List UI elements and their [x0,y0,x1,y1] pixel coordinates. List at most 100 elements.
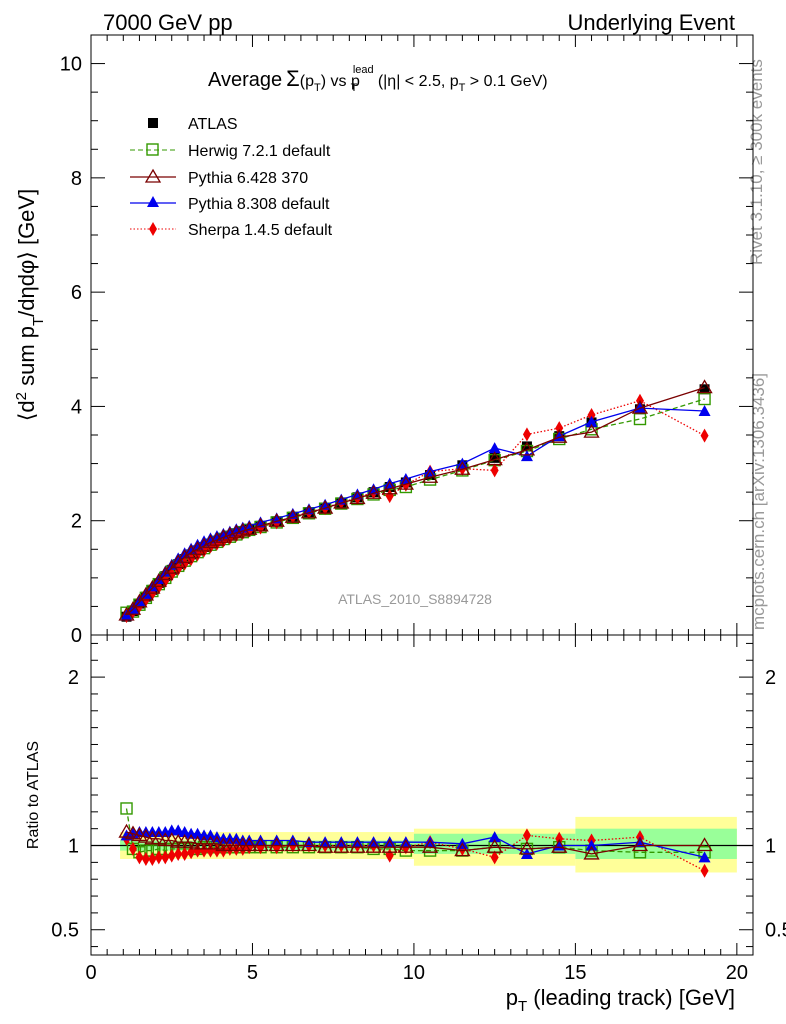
main-point-pythia6 [144,579,161,594]
legend-marker-herwig [146,143,159,156]
main-point-pythia6 [124,600,142,615]
ratio-point-pythia6 [551,838,568,853]
main-point-pythia6 [215,528,232,543]
main-y-tick-label: 6 [71,282,82,304]
main-point-herwig [633,412,647,426]
ratio-point-pythia6 [631,837,649,852]
main-y-tick-label: 2 [71,511,82,533]
legend-marker-pythia8 [147,196,159,207]
ratio-band-inner [575,828,737,859]
main-point-sherpa [700,428,709,443]
main-y-axis-label: ⟨d2 sum pT/dηdφ⟩ [GeV] [13,189,47,421]
main-point-pythia6 [421,468,439,483]
main-point-pythia8 [133,595,146,607]
main-point-sherpa [555,421,564,436]
ratio-series-pythia6 [118,823,713,860]
main-point-pythia6 [631,399,649,414]
main-point-pythia6 [189,540,206,555]
main-point-pythia6 [300,504,318,519]
ratio-y-tick-label-left: 1 [68,836,79,858]
main-series-sherpa [122,393,709,624]
header-energy-label: 7000 GeV pp [103,10,233,35]
plot-title: Average Σ(pT) vs plead T (|η| < 2.5, pT > … [208,64,548,94]
main-point-pythia6 [182,544,200,559]
ratio-point-pythia6 [421,838,439,853]
main-y-tick-label: 10 [60,54,82,76]
main-line-herwig [126,398,705,614]
main-y-tick-label: 4 [71,396,82,418]
analysis-id-label: ATLAS_2010_S8894728 [338,591,492,607]
legend-label-atlas: ATLAS [188,116,238,133]
main-point-pythia6 [176,548,193,563]
main-series-atlas [121,384,710,622]
main-point-pythia6 [195,537,213,552]
legend-marker-atlas [148,118,158,128]
ratio-point-pythia6 [252,837,269,852]
ratio-point-pythia6 [486,838,503,853]
main-point-sherpa [522,427,531,442]
main-point-pythia6 [137,586,155,601]
x-axis-label: pT (leading track) [GeV] [506,985,735,1015]
mcplots-label: mcplots.cern.ch [arXiv:1306.3436] [749,373,768,630]
legend-label-sherpa: Sherpa 1.4.5 default [188,222,333,239]
ratio-point-pythia6 [300,837,318,852]
ratio-point-sherpa [700,863,709,878]
main-series-group [118,379,713,624]
ratio-point-sherpa [200,843,209,858]
x-tick-label: 15 [564,962,586,984]
legend-entry-pythia8: Pythia 8.308 default [130,196,330,213]
main-point-pythia8 [520,450,533,462]
main-point-pythia6 [696,379,713,394]
legend-label-pythia8: Pythia 8.308 default [188,196,330,213]
ratio-panel-frame [90,634,754,956]
main-point-sherpa [385,489,394,504]
main-point-pythia6 [170,554,187,569]
main-point-atlas [489,452,500,463]
main-point-pythia6 [284,508,301,523]
axis-ticks [90,34,753,955]
ratio-point-pythia6 [333,838,350,853]
main-point-pythia6 [208,531,226,546]
ratio-point-pythia6 [454,842,471,857]
main-point-pythia6 [551,428,568,443]
ratio-point-sherpa [154,850,163,865]
legend-label-herwig: Herwig 7.2.1 default [188,143,331,160]
ratio-point-pythia6 [583,845,600,860]
legend: ATLAS Herwig 7.2.1 default Pythia 6.428 … [130,116,333,239]
ratio-point-pythia8 [488,831,501,843]
main-point-pythia8 [585,415,598,427]
main-point-atlas [521,441,532,452]
ratio-y-tick-label-right: 1 [765,836,776,858]
ratio-point-pythia6 [284,837,301,852]
ratio-point-pythia6 [365,838,382,853]
x-tick-label: 10 [403,962,425,984]
main-line-sherpa [126,400,705,617]
legend-label-pythia6: Pythia 6.428 370 [188,170,308,187]
main-line-pythia8 [126,407,705,617]
ratio-point-sherpa [161,850,170,865]
ratio-point-sherpa [167,848,176,863]
ratio-y-tick-label-right: 2 [765,667,776,689]
ratio-series-group [118,802,713,878]
main-point-pythia6 [268,512,285,527]
main-point-sherpa [490,463,499,478]
ratio-point-sherpa [555,831,564,846]
ratio-point-sherpa [206,843,215,858]
x-tick-label: 0 [85,962,96,984]
main-point-pythia6 [241,520,258,535]
ratio-point-herwig [120,802,133,815]
x-tick-label: 20 [726,962,748,984]
main-y-tick-label: 0 [71,625,82,647]
ratio-y-tick-label-left: 2 [68,667,79,689]
ratio-point-sherpa [174,846,183,861]
main-point-pythia6 [365,484,382,499]
legend-marker-sherpa [149,222,157,236]
main-y-tick-label: 8 [71,168,82,190]
ratio-point-pythia8 [698,851,711,863]
ratio-point-pythia8 [585,839,598,851]
ratio-point-sherpa [180,846,189,861]
main-point-pythia6 [349,490,366,505]
ratio-point-sherpa [522,828,531,843]
